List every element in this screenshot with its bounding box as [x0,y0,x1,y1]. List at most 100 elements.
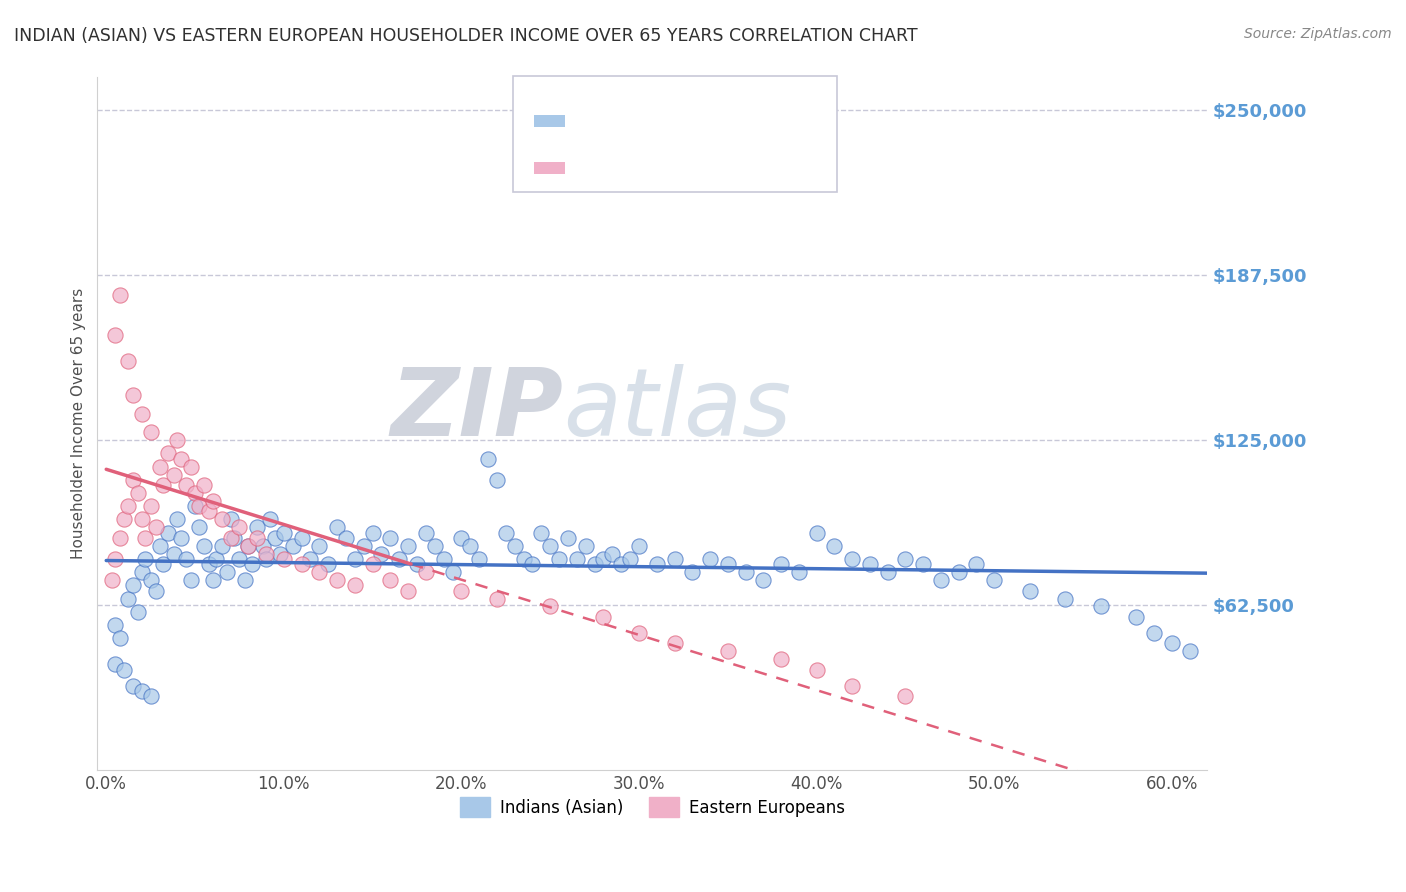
Point [433,552,456,566]
Point [353,539,375,553]
Point [290,531,312,545]
Text: R =: R = [575,159,612,177]
Point [166,512,188,526]
Point [806,525,828,540]
Point [450,583,472,598]
Point [326,520,349,534]
Point [415,565,437,579]
Point [215,565,238,579]
Point [145,583,167,598]
Point [557,531,579,545]
Point [326,573,349,587]
Point [104,327,127,342]
Point [316,558,339,572]
Point [894,689,917,703]
Point [233,573,256,587]
Point [734,565,756,579]
Point [273,525,295,540]
Point [627,539,650,553]
Point [592,610,614,624]
Point [308,539,330,553]
Text: 56: 56 [737,159,759,177]
Point [100,573,122,587]
Point [602,547,624,561]
Point [299,552,322,566]
Text: -0.248: -0.248 [621,112,675,130]
Point [912,558,935,572]
Point [645,558,668,572]
Text: atlas: atlas [564,364,792,456]
Point [575,539,598,553]
Point [139,573,162,587]
Point [134,531,156,545]
Point [219,531,242,545]
Point [929,573,952,587]
Point [538,539,561,553]
Point [152,558,174,572]
Point [477,451,499,466]
Point [131,512,153,526]
Text: N =: N = [690,112,727,130]
Point [1054,591,1077,606]
Point [343,552,366,566]
Text: -0.219: -0.219 [621,159,675,177]
Point [117,499,139,513]
Point [139,425,162,440]
Point [238,539,260,553]
Point [127,486,149,500]
Point [174,552,197,566]
Point [112,512,135,526]
Text: ZIP: ZIP [391,364,564,456]
Text: R =: R = [575,112,612,130]
Point [193,539,215,553]
Point [219,512,242,526]
Point [343,578,366,592]
Point [370,547,392,561]
Point [117,591,139,606]
Point [273,552,295,566]
Point [205,552,228,566]
Point [281,539,304,553]
Point [388,552,411,566]
Point [104,657,127,672]
Point [134,552,156,566]
Point [122,679,145,693]
Point [180,573,202,587]
Point [717,558,740,572]
Point [380,573,402,587]
Text: INDIAN (ASIAN) VS EASTERN EUROPEAN HOUSEHOLDER INCOME OVER 65 YEARS CORRELATION : INDIAN (ASIAN) VS EASTERN EUROPEAN HOUSE… [14,27,918,45]
Point [592,552,614,566]
Point [485,473,508,487]
Point [246,520,269,534]
Point [117,354,139,368]
Point [450,531,472,545]
Point [699,552,721,566]
Point [583,558,606,572]
Point [396,539,419,553]
Point [110,531,132,545]
Point [170,531,193,545]
Point [122,578,145,592]
Point [131,565,153,579]
Point [201,573,224,587]
Point [983,573,1005,587]
Point [157,446,180,460]
Point [1143,625,1166,640]
Point [201,494,224,508]
Point [145,520,167,534]
Point [380,531,402,545]
Point [752,573,775,587]
Point [211,539,233,553]
Point [1018,583,1040,598]
Text: 109: 109 [737,112,772,130]
Point [110,631,132,645]
Point [166,434,188,448]
Point [259,512,281,526]
Point [965,558,987,572]
Point [619,552,641,566]
Point [1160,636,1182,650]
Point [485,591,508,606]
Point [269,547,291,561]
Point [139,689,162,703]
Point [110,288,132,302]
